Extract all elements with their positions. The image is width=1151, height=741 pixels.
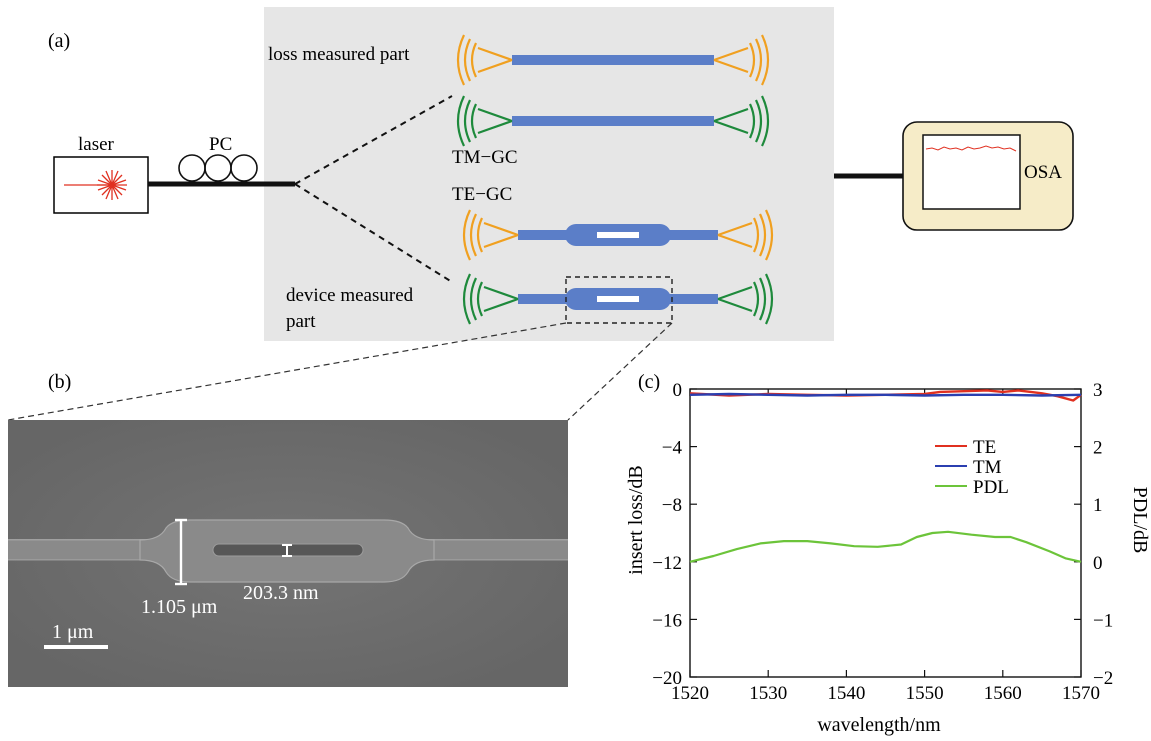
osa-screen xyxy=(922,134,1021,210)
legend-label-tm: TM xyxy=(973,457,1002,478)
legend-label-pdl: PDL xyxy=(973,477,1009,498)
x-axis-label: wavelength/nm xyxy=(817,714,941,736)
osa-trace xyxy=(925,145,1017,152)
scale-bar xyxy=(44,645,108,649)
osa-label: OSA xyxy=(1024,162,1062,183)
laser-icon xyxy=(64,170,127,200)
panel-c: (c) insert loss/dB PDL/dB wavelength/nm … xyxy=(625,371,1151,736)
x-tick-label: 1540 xyxy=(827,683,865,704)
tm-gc-label: TM−GC xyxy=(452,147,518,168)
te-device xyxy=(462,209,774,261)
y2-tick-label: 2 xyxy=(1093,438,1103,459)
gap-label: 203.3 nm xyxy=(243,582,319,604)
x-tick-label: 1550 xyxy=(906,683,944,704)
y-tick-label: −20 xyxy=(652,668,682,689)
tm-loss-waveguide xyxy=(456,95,770,147)
x-tick-label: 1560 xyxy=(984,683,1022,704)
plot-frame xyxy=(689,388,1082,678)
y2-tick-label: −1 xyxy=(1093,610,1113,631)
tm-device xyxy=(462,273,774,325)
fanout-line-upper xyxy=(294,95,453,185)
series-line-tm xyxy=(689,392,1082,397)
legend-label-te: TE xyxy=(973,437,996,458)
y-tick-label: −16 xyxy=(652,610,682,631)
zoom-box xyxy=(565,276,673,324)
zoom-line-left xyxy=(7,322,567,421)
x-tick-label: 1570 xyxy=(1062,683,1100,704)
y-tick-label: −4 xyxy=(662,438,683,459)
panel-a: (a) laser PC loss measu xyxy=(48,7,1074,341)
panel-b-label: (b) xyxy=(48,371,71,393)
y-axis-label: insert loss/dB xyxy=(625,465,647,574)
scale-label: 1 μm xyxy=(52,621,94,643)
width-label: 1.105 μm xyxy=(141,596,218,618)
panel-b: (b) 1.105 μm 203.3 nm 1 μm xyxy=(7,322,673,687)
y2-tick-label: 3 xyxy=(1093,380,1103,401)
panel-a-label: (a) xyxy=(48,30,70,52)
pc-label: PC xyxy=(209,134,232,155)
fanout-line-lower xyxy=(294,183,453,283)
laser-label: laser xyxy=(78,134,115,155)
te-gc-label: TE−GC xyxy=(452,184,512,205)
te-loss-waveguide xyxy=(456,34,770,86)
y2-axis-label: PDL/dB xyxy=(1129,487,1151,554)
y-tick-label: −8 xyxy=(662,495,682,516)
y2-tick-label: −2 xyxy=(1093,668,1113,689)
y2-tick-label: 1 xyxy=(1093,495,1103,516)
x-tick-label: 1520 xyxy=(671,683,709,704)
gap-marker xyxy=(282,544,292,557)
polarization-controller-icon xyxy=(178,154,258,182)
panel-c-label: (c) xyxy=(638,371,660,393)
y2-tick-label: 0 xyxy=(1093,553,1103,574)
loss-measured-label: loss measured part xyxy=(268,44,410,65)
chart-plot: 1520 1530 1540 1550 1560 15700−4−8−12−16−2032… xyxy=(652,380,1113,704)
x-tick-label: 1530 xyxy=(749,683,787,704)
device-measured-label-2: part xyxy=(286,311,316,332)
zoom-line-right xyxy=(567,322,673,421)
width-marker xyxy=(175,518,187,586)
device-measured-label: device measured xyxy=(286,285,414,306)
y-tick-label: −12 xyxy=(652,553,682,574)
y-tick-label: 0 xyxy=(673,380,683,401)
series-line-pdl xyxy=(689,530,1082,563)
